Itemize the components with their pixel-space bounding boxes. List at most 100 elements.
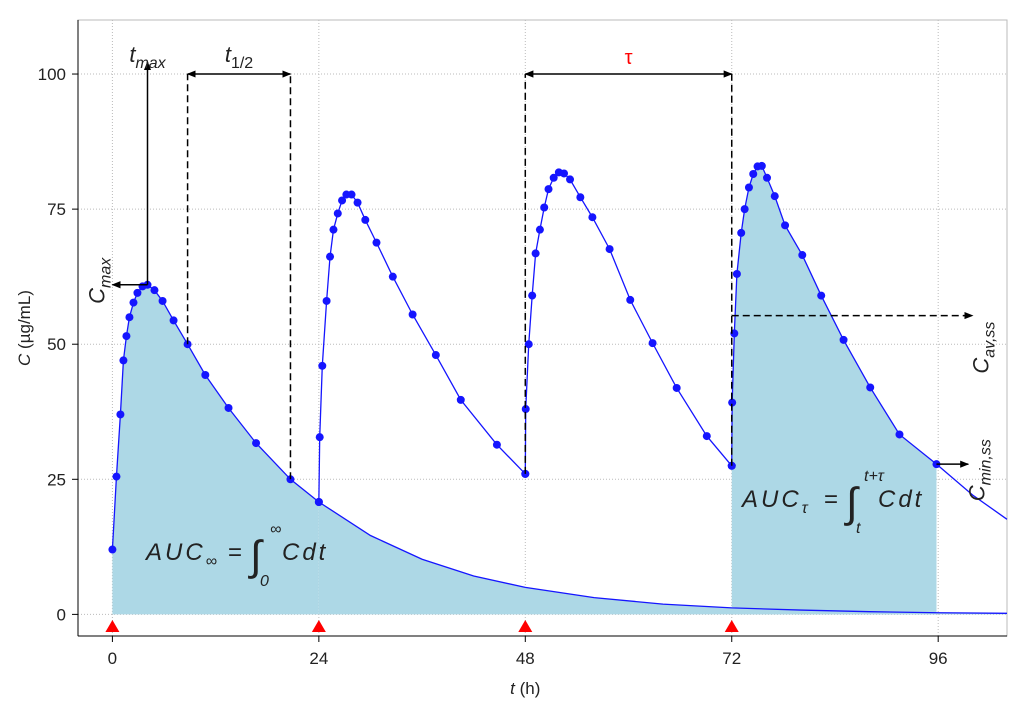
data-point [648, 339, 657, 348]
data-point [763, 173, 772, 182]
formula-lhs-sub: τ [802, 500, 809, 517]
data-point [740, 205, 749, 214]
data-point [361, 215, 370, 224]
cmax-label-main: C [84, 288, 109, 304]
data-point [531, 249, 540, 258]
half-life-label-sub: 1/2 [231, 55, 253, 72]
data-point [535, 225, 544, 234]
y-label-unit: (µg/mL) [15, 290, 34, 349]
x-tick-label: 48 [516, 649, 535, 668]
data-point [315, 433, 324, 442]
cav-label-sub: av,ss [982, 322, 999, 358]
y-label-symbol: C [15, 353, 34, 366]
data-point [588, 213, 597, 222]
auc-area [731, 165, 937, 615]
y-tick-label: 75 [47, 200, 66, 219]
dose-marker [311, 620, 326, 632]
data-point [781, 221, 790, 230]
data-point [388, 272, 397, 281]
tmax-label-main: t [129, 42, 136, 67]
tmax-label-sub: max [135, 55, 166, 72]
data-point [770, 192, 779, 201]
data-point [744, 183, 753, 192]
x-label-symbol: t [510, 679, 516, 698]
x-tick-label: 0 [108, 649, 117, 668]
data-point [353, 198, 362, 207]
formula-lhs-main: AUC [144, 539, 206, 566]
series-line [524, 171, 733, 474]
formula-integrand: Cdt [282, 539, 328, 566]
formula-upper: ∞ [270, 521, 281, 538]
data-point [817, 291, 826, 300]
data-point [169, 316, 178, 325]
auc-area [112, 284, 319, 615]
data-point [338, 196, 347, 205]
data-point [524, 340, 533, 349]
formula-integrand: Cdt [878, 486, 924, 513]
formula-integral: ∫ [248, 532, 264, 579]
data-point [252, 439, 261, 448]
data-point [347, 190, 356, 199]
data-point [116, 410, 125, 419]
data-point [408, 310, 417, 319]
data-point [540, 203, 549, 212]
data-point [749, 170, 758, 178]
data-point [672, 383, 681, 392]
data-point [521, 405, 530, 414]
formula-eq: = [228, 539, 242, 566]
data-point [839, 335, 848, 344]
cmax-label: Cmax [84, 257, 114, 304]
formula-upper: t+τ [864, 468, 885, 485]
data-point [866, 383, 875, 392]
data-point [560, 169, 569, 178]
data-point [201, 371, 210, 380]
series-line [318, 501, 1008, 614]
data-point [702, 432, 711, 441]
x-tick-label: 96 [929, 649, 948, 668]
y-tick-label: 100 [38, 65, 66, 84]
data-point [566, 175, 575, 184]
half-life-label: t1/2 [225, 42, 253, 72]
data-point [318, 361, 327, 370]
cav-label-main: C [969, 358, 994, 374]
data-point [492, 440, 501, 449]
dose-marker [724, 620, 739, 632]
data-point [544, 185, 553, 194]
data-point [150, 286, 159, 295]
data-point [372, 238, 381, 247]
data-point [895, 430, 904, 439]
cmin-label: Cmin,ss [964, 439, 994, 501]
formula-lhs: AUCτ [740, 486, 809, 517]
data-point [125, 313, 134, 322]
data-point [224, 403, 233, 412]
data-point [112, 472, 121, 481]
data-point [133, 288, 142, 297]
cmin-label-main: C [964, 485, 989, 501]
formula-eq: = [824, 486, 838, 513]
data-point [757, 161, 766, 170]
x-tick-label: 72 [722, 649, 741, 668]
cmax-label-sub: max [97, 257, 114, 288]
y-tick-label: 25 [47, 470, 66, 489]
data-point [798, 251, 807, 260]
x-label-unit: (h) [520, 679, 541, 698]
data-point [119, 356, 128, 365]
data-point [122, 332, 131, 341]
data-point [108, 545, 117, 554]
data-point [576, 193, 585, 202]
y-tick-label: 0 [57, 605, 66, 624]
dose-marker [105, 620, 120, 632]
tmax-label: tmax [129, 42, 166, 72]
auc-area [318, 501, 1008, 615]
formula-lhs-sub: ∞ [206, 553, 217, 570]
dose-marker [518, 620, 533, 632]
data-point [322, 296, 331, 305]
formula-lower: 0 [260, 573, 269, 590]
data-point [456, 395, 465, 404]
x-tick-label: 24 [309, 649, 328, 668]
data-point [728, 398, 737, 407]
x-axis-label: t (h) [510, 679, 540, 698]
tau-label-main: τ [625, 47, 633, 69]
data-point [737, 228, 746, 237]
data-point [431, 351, 440, 360]
